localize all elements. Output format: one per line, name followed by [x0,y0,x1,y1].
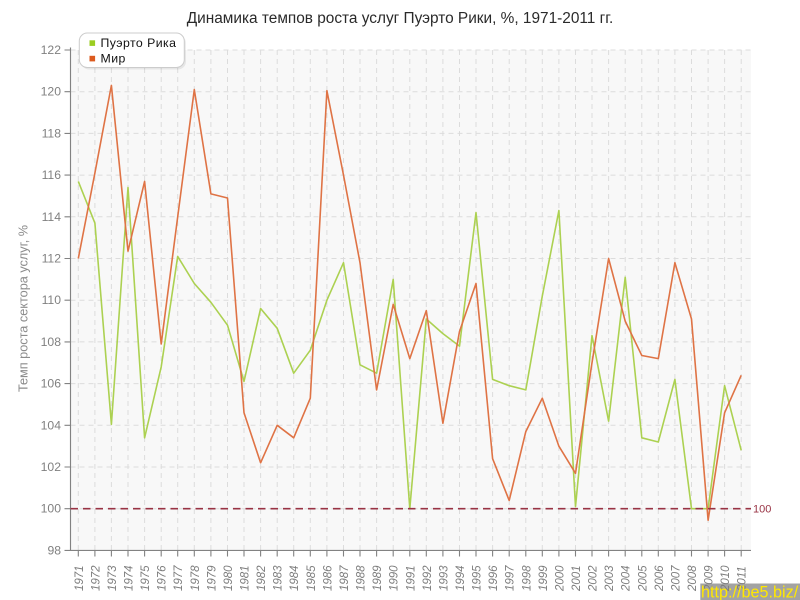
svg-text:1998: 1998 [521,565,533,591]
svg-text:100: 100 [753,504,771,516]
svg-text:1983: 1983 [273,565,285,591]
svg-text:1999: 1999 [538,565,550,591]
svg-text:1997: 1997 [505,565,517,591]
svg-text:114: 114 [42,210,62,224]
svg-text:1995: 1995 [472,565,484,591]
svg-text:116: 116 [42,168,62,182]
svg-text:1973: 1973 [107,565,119,591]
svg-text:2008: 2008 [687,565,699,592]
svg-text:1972: 1972 [90,565,102,591]
svg-text:1977: 1977 [173,565,185,591]
svg-text:1971: 1971 [74,565,86,591]
svg-text:118: 118 [42,126,62,140]
svg-text:Темп роста сектора услуг, %: Темп роста сектора услуг, % [17,225,31,392]
svg-text:1989: 1989 [372,565,384,591]
svg-text:1979: 1979 [206,565,218,591]
svg-text:1976: 1976 [157,565,169,591]
svg-text:120: 120 [41,85,62,99]
svg-text:2005: 2005 [637,565,649,592]
svg-text:112: 112 [42,252,62,266]
svg-text:2004: 2004 [621,565,633,592]
svg-text:2002: 2002 [588,565,600,592]
svg-text:110: 110 [42,293,62,307]
svg-text:108: 108 [41,335,62,349]
svg-text:1986: 1986 [322,565,334,591]
svg-text:1978: 1978 [190,565,202,591]
svg-text:1985: 1985 [306,565,318,591]
svg-text:1992: 1992 [422,565,434,591]
svg-text:2001: 2001 [571,565,583,592]
svg-text:2010: 2010 [720,565,732,592]
svg-text:106: 106 [41,377,62,391]
svg-text:1988: 1988 [356,565,368,591]
svg-text:104: 104 [41,418,62,432]
svg-text:http://be5.biz/: http://be5.biz/ [701,584,799,600]
svg-text:1980: 1980 [223,565,235,591]
svg-text:1982: 1982 [256,565,268,591]
svg-text:1994: 1994 [455,565,467,591]
svg-text:2003: 2003 [604,565,616,592]
svg-text:1984: 1984 [289,565,301,591]
svg-text:1981: 1981 [240,565,252,591]
svg-text:1987: 1987 [339,565,351,591]
svg-text:2011: 2011 [737,566,749,592]
svg-text:Пуэрто Рика: Пуэрто Рика [101,36,177,50]
svg-text:1996: 1996 [488,565,500,591]
svg-text:98: 98 [47,543,61,557]
svg-text:1991: 1991 [405,565,417,591]
svg-text:1974: 1974 [124,565,136,591]
svg-text:1993: 1993 [438,565,450,591]
svg-text:102: 102 [41,460,62,474]
svg-text:1975: 1975 [140,565,152,591]
svg-text:2007: 2007 [670,565,682,592]
svg-text:2009: 2009 [704,565,716,592]
svg-text:100: 100 [41,502,62,516]
svg-text:122: 122 [41,43,62,57]
svg-text:2006: 2006 [654,565,666,592]
svg-text:Динамика темпов роста услуг Пу: Динамика темпов роста услуг Пуэрто Рики,… [187,10,614,27]
svg-text:Мир: Мир [101,52,126,66]
svg-text:1990: 1990 [389,565,401,591]
svg-text:2000: 2000 [554,565,566,592]
